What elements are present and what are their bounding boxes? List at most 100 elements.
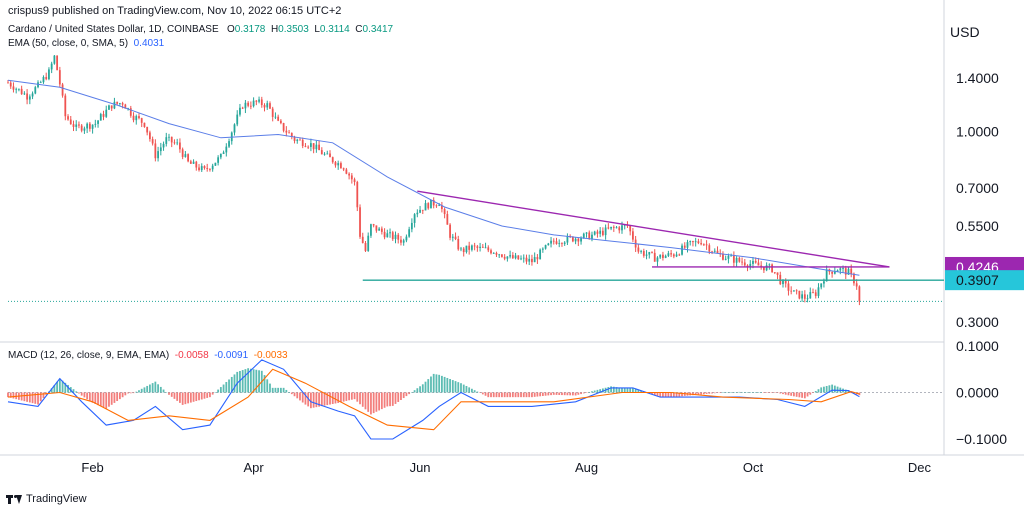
candle-body xyxy=(219,153,222,158)
macd-histogram-bar xyxy=(400,392,402,401)
macd-histogram-bar xyxy=(359,392,361,405)
candle-body xyxy=(31,93,34,97)
macd-histogram-bar xyxy=(713,392,716,394)
macd-histogram-bar xyxy=(484,392,487,396)
macd-histogram-bar xyxy=(307,392,310,407)
candle-body xyxy=(435,205,438,207)
macd-histogram-bar xyxy=(528,392,531,398)
candle-body xyxy=(189,161,192,164)
candle-body xyxy=(659,254,662,258)
candle-body xyxy=(233,124,236,133)
macd-histogram-bar xyxy=(727,392,730,393)
candle-body xyxy=(735,257,738,263)
candle-body xyxy=(790,290,793,292)
macd-histogram-bar xyxy=(419,386,421,393)
candle-body xyxy=(116,101,119,104)
candle-body xyxy=(686,242,689,248)
candle-body xyxy=(623,224,626,226)
candle-body xyxy=(252,100,255,107)
macd-histogram-bar xyxy=(252,369,255,393)
macd-histogram-bar xyxy=(571,392,574,396)
macd-line-value: -0.0091 xyxy=(214,350,249,361)
macd-histogram-bar xyxy=(569,392,572,396)
macd-histogram-bar xyxy=(277,387,280,393)
candle-body xyxy=(853,273,855,284)
candle-body xyxy=(522,257,525,259)
candle-body xyxy=(7,82,9,84)
macd-histogram-bar xyxy=(108,392,110,407)
candle-body xyxy=(844,268,847,275)
candle-body xyxy=(383,231,386,238)
candle-body xyxy=(689,241,692,243)
macd-histogram-bar xyxy=(618,387,621,393)
candle-body xyxy=(566,235,569,243)
macd-histogram-bar xyxy=(831,384,834,393)
macd-histogram-bar xyxy=(315,392,318,408)
macd-histogram-bar xyxy=(566,392,569,396)
macd-histogram-bar xyxy=(427,379,430,393)
macd-histogram-bar xyxy=(476,391,479,393)
candle-body xyxy=(492,252,495,254)
macd-histogram-bar xyxy=(552,392,555,395)
macd-histogram-bar xyxy=(520,392,522,398)
candle-body xyxy=(405,236,408,241)
macd-histogram-bar xyxy=(408,392,411,395)
macd-histogram-bar xyxy=(110,392,113,405)
candle-body xyxy=(741,261,743,263)
candle-body xyxy=(91,124,94,129)
candle-body xyxy=(154,143,157,159)
macd-histogram-bar xyxy=(449,379,451,393)
candle-body xyxy=(157,151,159,159)
candle-body xyxy=(408,229,411,237)
symbol-title: Cardano / United States Dollar, 1D, COIN… xyxy=(8,24,219,35)
macd-histogram-bar xyxy=(722,392,724,393)
macd-histogram-bar xyxy=(168,392,170,395)
macd-histogram-bar xyxy=(378,392,381,411)
open-label: O xyxy=(227,24,235,35)
macd-histogram-bar xyxy=(473,390,476,393)
macd-histogram-bar xyxy=(705,392,708,394)
macd-histogram-bar xyxy=(372,392,375,414)
macd-histogram-bar xyxy=(326,392,329,406)
macd-histogram-bar xyxy=(743,392,746,393)
candle-body xyxy=(402,240,405,243)
macd-histogram-bar xyxy=(424,381,427,393)
macd-histogram-bar xyxy=(274,387,277,393)
candle-body xyxy=(26,93,29,100)
candle-body xyxy=(138,116,140,119)
macd-histogram-bar xyxy=(757,392,760,393)
macd-histogram-bar xyxy=(310,392,312,409)
candle-body xyxy=(105,109,108,117)
macd-histogram-bar xyxy=(116,392,119,402)
candle-body xyxy=(642,251,645,256)
candle-body xyxy=(541,248,544,250)
macd-histogram-bar xyxy=(730,392,733,393)
candle-body xyxy=(820,283,823,288)
candle-body xyxy=(574,238,577,242)
macd-histogram-bar xyxy=(803,392,806,399)
candle-body xyxy=(621,225,623,231)
macd-histogram-bar xyxy=(342,392,345,402)
candle-body xyxy=(596,231,599,234)
macd-histogram-bar xyxy=(487,392,490,398)
candle-body xyxy=(72,124,75,127)
candle-body xyxy=(539,249,542,260)
macd-histogram-bar xyxy=(768,392,771,393)
macd-signal-value: -0.0033 xyxy=(253,350,288,361)
candle-body xyxy=(591,234,593,240)
candle-body xyxy=(683,245,686,248)
macd-histogram-bar xyxy=(809,392,812,395)
macd-histogram-bar xyxy=(239,370,241,393)
candle-body xyxy=(561,243,563,245)
price-tick-label: 0.3000 xyxy=(956,314,999,330)
macd-histogram-bar xyxy=(217,389,220,393)
candle-body xyxy=(170,136,173,143)
candle-body xyxy=(132,115,135,121)
macd-histogram-bar xyxy=(577,392,580,395)
candle-body xyxy=(124,104,127,109)
macd-histogram-bar xyxy=(432,373,435,393)
macd-histogram-bar xyxy=(440,375,443,393)
tradingview-logo-icon xyxy=(6,494,22,504)
macd-histogram-bar xyxy=(558,392,561,395)
candle-body xyxy=(842,268,844,269)
